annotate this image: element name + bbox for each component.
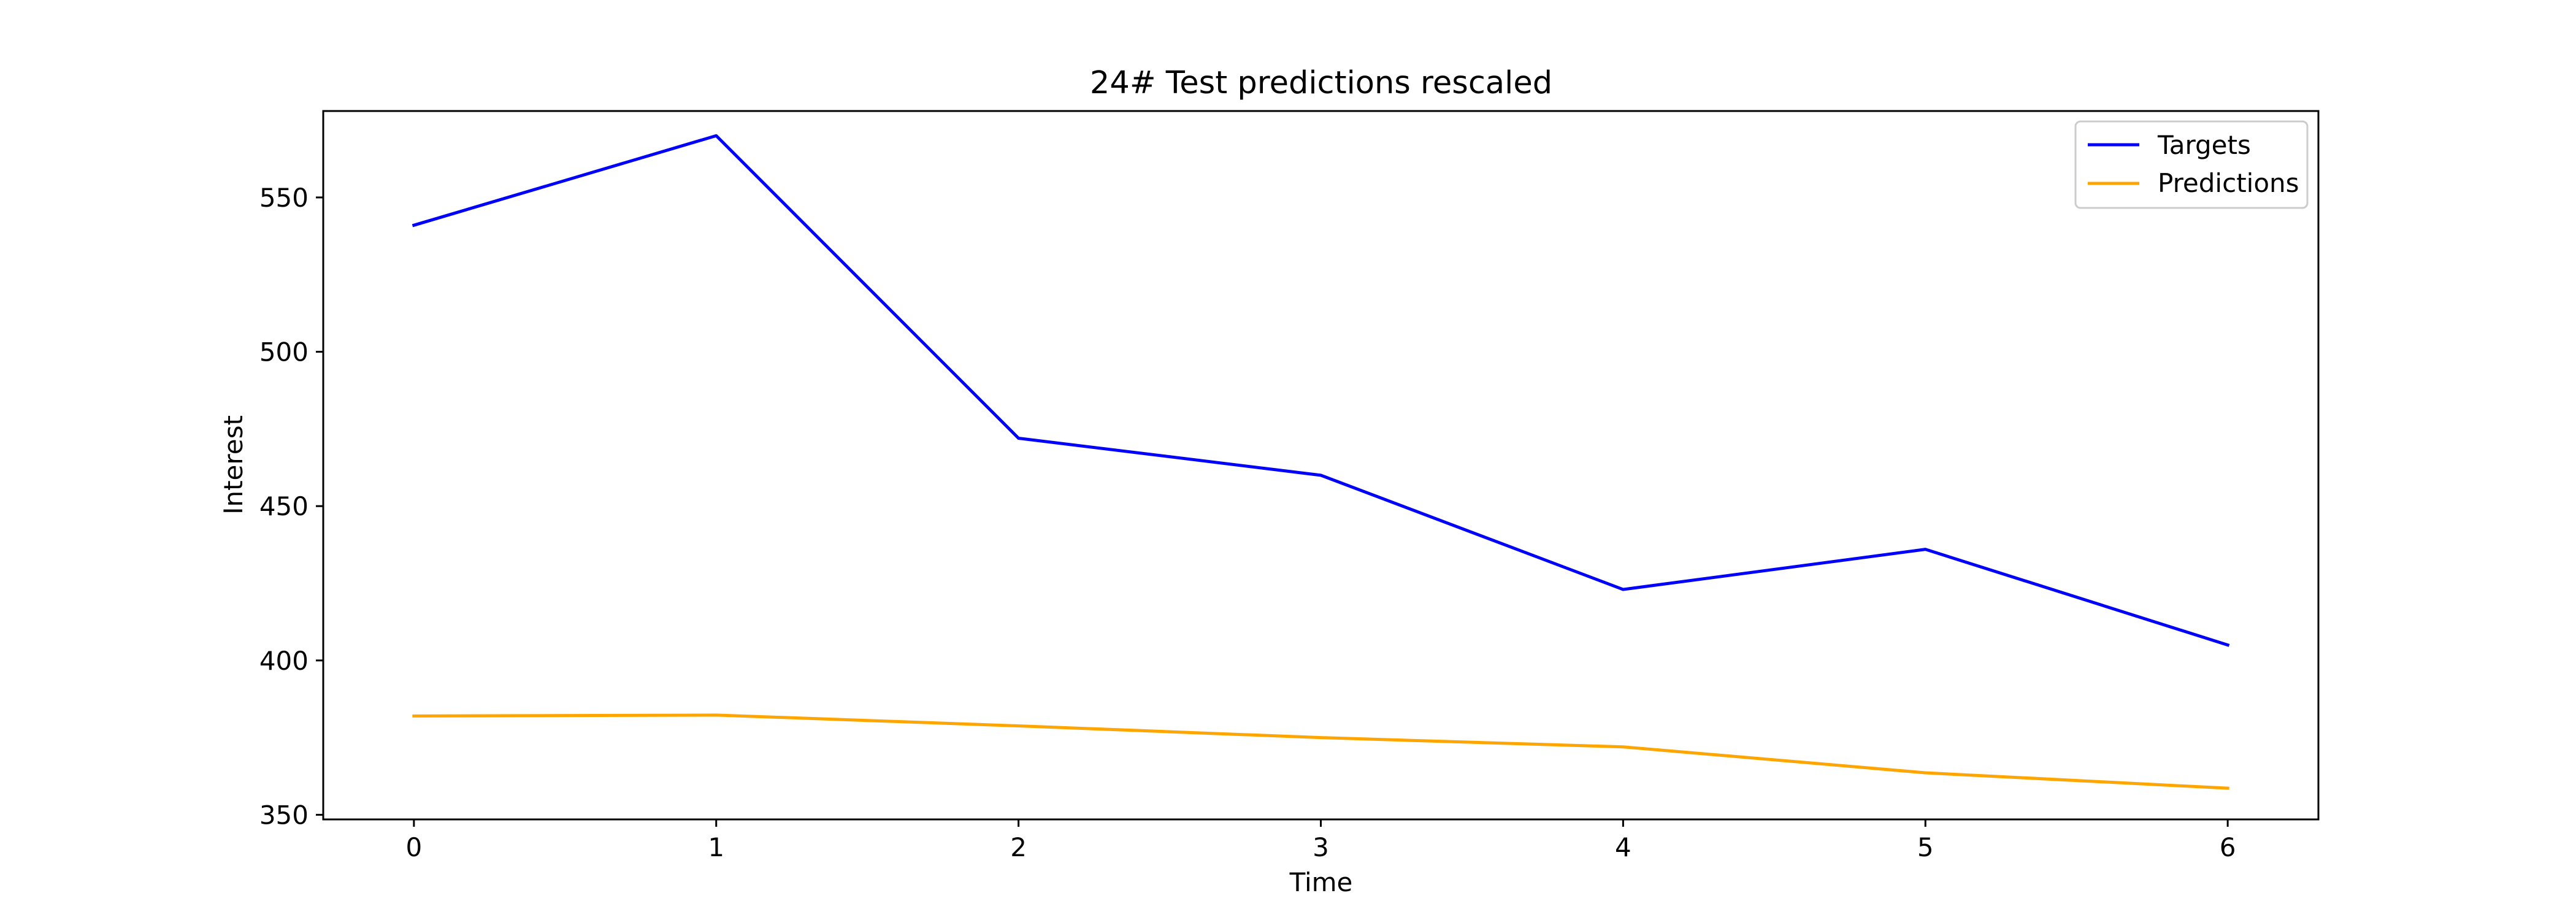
x-tick-label: 4 bbox=[1615, 832, 1631, 862]
x-tick-label: 6 bbox=[2220, 832, 2236, 862]
legend: Targets Predictions bbox=[2074, 120, 2309, 209]
x-axis-label: Time bbox=[1289, 867, 1353, 897]
x-tick-label: 5 bbox=[1917, 832, 1934, 862]
x-tick-label: 0 bbox=[405, 832, 422, 862]
y-axis-ticks: 350 400 450 500 550 bbox=[259, 183, 323, 830]
y-axis-label: Interest bbox=[218, 415, 248, 515]
series-line-predictions bbox=[412, 713, 2229, 790]
series-layer bbox=[412, 134, 2230, 790]
series-line-targets bbox=[412, 134, 2230, 647]
legend-label-predictions: Predictions bbox=[2158, 168, 2299, 198]
y-tick-label: 450 bbox=[259, 491, 309, 521]
legend-box bbox=[2074, 120, 2309, 209]
x-tick-label: 3 bbox=[1313, 832, 1329, 862]
x-tick-label: 2 bbox=[1010, 832, 1027, 862]
chart-title: 24# Test predictions rescaled bbox=[1090, 65, 1552, 101]
x-axis-ticks: 0 1 2 3 4 5 6 bbox=[405, 819, 2236, 862]
y-tick-label: 350 bbox=[259, 800, 309, 830]
y-tick-label: 550 bbox=[259, 183, 309, 213]
legend-label-targets: Targets bbox=[2157, 130, 2251, 160]
y-tick-label: 400 bbox=[259, 646, 309, 676]
x-tick-label: 1 bbox=[708, 832, 724, 862]
plot-frame bbox=[322, 110, 2320, 821]
y-tick-label: 500 bbox=[259, 337, 309, 367]
